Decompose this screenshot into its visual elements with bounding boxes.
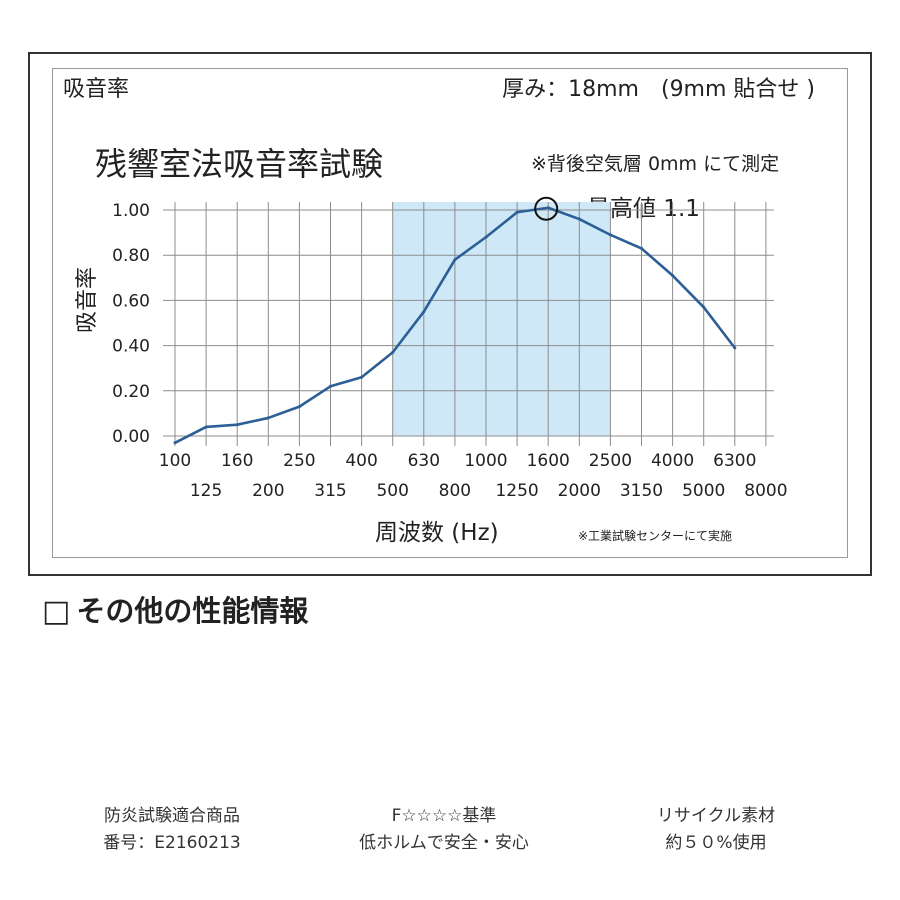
eco-caption-line1: リサイクル素材 bbox=[656, 806, 776, 826]
fireproof-caption-line2: 番号：E2160213 bbox=[103, 833, 241, 853]
data-point bbox=[204, 425, 208, 429]
low-formaldehyde-badge-text: 低ホルムム bbox=[344, 695, 545, 741]
x-tick-label: 630 bbox=[408, 451, 440, 471]
x-tick-label: 4000 bbox=[651, 451, 694, 471]
eco-caption-line2: 約５０%使用 bbox=[665, 833, 767, 853]
fireproof-caption: 防炎試験適合商品 番号：E2160213 bbox=[42, 803, 302, 857]
fireproof-badge: 防 炎 bbox=[69, 633, 276, 795]
x-tick-label: 500 bbox=[376, 481, 408, 501]
x-tick-label: 6300 bbox=[713, 451, 756, 471]
eco-badge: ECO bbox=[613, 633, 820, 795]
data-point bbox=[329, 384, 332, 388]
y-tick-label: 0.40 bbox=[112, 337, 150, 357]
x-tick-label: 100 bbox=[159, 451, 191, 471]
thickness-text: 厚み：18mm (9mm 貼合せ ) bbox=[502, 77, 815, 102]
x-tick-label: 1600 bbox=[527, 451, 570, 471]
x-tick-label: 250 bbox=[283, 451, 315, 471]
y-axis-label: 吸音率 bbox=[75, 267, 100, 333]
data-point bbox=[391, 350, 395, 354]
eco-badge-text: ECO bbox=[641, 675, 792, 753]
condition-note: ※背後空気層 0mm にて測定 bbox=[531, 153, 780, 175]
x-tick-label: 125 bbox=[190, 481, 222, 501]
data-point bbox=[235, 423, 239, 427]
data-point bbox=[422, 310, 426, 314]
highlight-band bbox=[392, 202, 611, 436]
y-tick-label: 0.00 bbox=[112, 427, 150, 447]
x-tick-label: 160 bbox=[221, 451, 253, 471]
lab-note: ※工業試験センターにて実施 bbox=[578, 529, 733, 543]
y-tick-label: 1.00 bbox=[112, 201, 150, 221]
x-tick-label: 1250 bbox=[495, 481, 538, 501]
low-formaldehyde-caption-line2: 低ホルムで安全・安心 bbox=[359, 833, 529, 853]
x-tick-label: 5000 bbox=[682, 481, 725, 501]
section-title: □ その他の性能情報 bbox=[42, 588, 308, 630]
data-point bbox=[608, 233, 612, 237]
panel-label: 吸音率 bbox=[63, 77, 130, 102]
low-formaldehyde-caption: F☆☆☆☆基準 低ホルムで安全・安心 bbox=[314, 803, 574, 857]
peak-marker-circle bbox=[534, 196, 559, 221]
x-tick-label: 2500 bbox=[589, 451, 632, 471]
x-tick-label: 200 bbox=[252, 481, 284, 501]
data-point bbox=[702, 305, 706, 309]
x-tick-label: 315 bbox=[314, 481, 346, 501]
x-tick-label: 1000 bbox=[464, 451, 507, 471]
eco-caption: リサイクル素材 約５０%使用 bbox=[586, 803, 846, 857]
data-point bbox=[577, 217, 581, 221]
y-tick-label: 0.20 bbox=[112, 382, 150, 402]
x-axis-label: 周波数 (Hz) bbox=[375, 520, 499, 546]
data-point bbox=[297, 405, 301, 409]
chart-title: 残響室法吸音率試験 bbox=[95, 145, 384, 183]
checkbox-icon: □ bbox=[42, 594, 71, 629]
x-tick-label: 800 bbox=[439, 481, 471, 501]
x-tick-label: 3150 bbox=[620, 481, 663, 501]
data-point bbox=[733, 346, 737, 350]
data-point bbox=[173, 441, 177, 445]
data-point bbox=[640, 246, 643, 250]
data-point bbox=[266, 416, 270, 420]
low-formaldehyde-badge: 低ホルムム bbox=[341, 633, 548, 795]
data-point bbox=[453, 258, 457, 262]
absorption-panel: 吸音率 厚み：18mm (9mm 貼合せ ) 残響室法吸音率試験 ※背後空気層 … bbox=[28, 52, 872, 576]
low-formaldehyde-caption-line1: F☆☆☆☆基準 bbox=[391, 806, 497, 826]
data-point bbox=[484, 235, 488, 239]
x-tick-label: 400 bbox=[345, 451, 377, 471]
x-tick-label: 8000 bbox=[744, 481, 787, 501]
x-tick-label: 2000 bbox=[558, 481, 601, 501]
data-point bbox=[515, 210, 519, 214]
data-point bbox=[671, 274, 675, 278]
section-title-text: その他の性能情報 bbox=[76, 594, 309, 628]
y-tick-label: 0.80 bbox=[112, 246, 150, 266]
data-point bbox=[360, 375, 364, 379]
fireproof-badge-text: 防 炎 bbox=[93, 683, 252, 756]
fireproof-caption-line1: 防炎試験適合商品 bbox=[104, 806, 240, 826]
data-point bbox=[546, 206, 550, 210]
y-tick-label: 0.60 bbox=[112, 291, 150, 311]
